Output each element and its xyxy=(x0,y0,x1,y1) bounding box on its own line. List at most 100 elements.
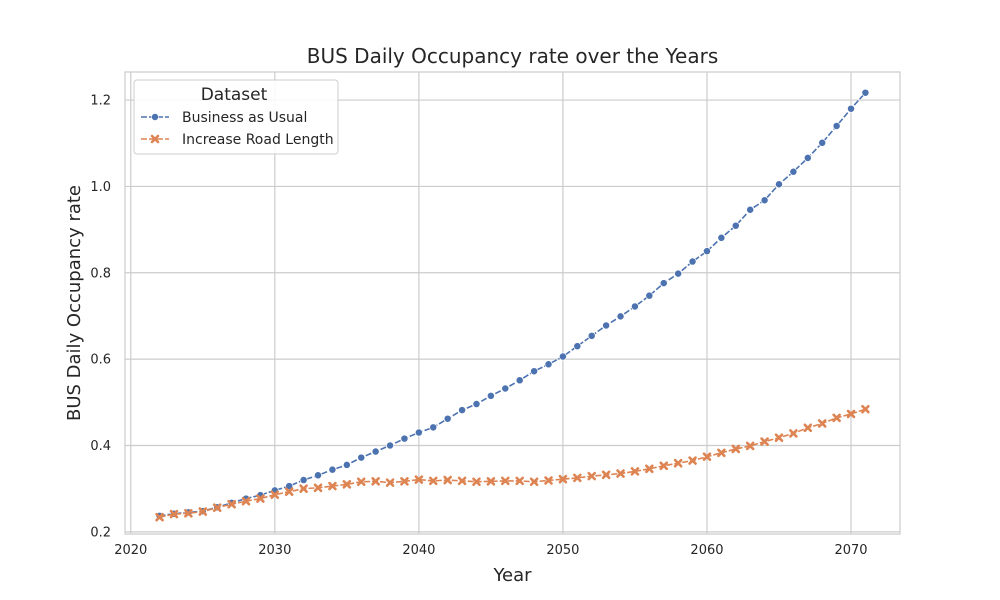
data-point-business-as-usual xyxy=(400,434,409,443)
data-point-increase-road-length xyxy=(529,477,539,487)
data-point-business-as-usual xyxy=(386,441,395,450)
data-point-business-as-usual xyxy=(832,122,841,130)
data-point-business-as-usual xyxy=(861,88,870,97)
data-point-business-as-usual xyxy=(414,428,423,437)
data-point-increase-road-length xyxy=(371,477,380,486)
data-point-increase-road-length xyxy=(443,475,452,485)
y-axis-label: BUS Daily Occupancy rate xyxy=(64,185,85,421)
data-point-increase-road-length xyxy=(169,509,179,519)
data-point-business-as-usual xyxy=(688,257,697,266)
data-point-business-as-usual xyxy=(818,138,827,147)
data-point-increase-road-length xyxy=(270,490,280,500)
y-tick-label: 1.0 xyxy=(90,180,111,195)
data-point-increase-road-length xyxy=(630,467,640,476)
series-layer xyxy=(155,88,870,522)
data-point-increase-road-length xyxy=(702,452,712,462)
data-point-business-as-usual xyxy=(602,321,611,330)
data-point-business-as-usual xyxy=(285,482,294,491)
data-point-business-as-usual xyxy=(760,196,769,205)
data-point-increase-road-length xyxy=(544,476,553,485)
data-point-business-as-usual xyxy=(789,167,798,176)
legend-item-business-as-usual: Business as Usual xyxy=(141,110,307,126)
series-line-increase-road-length xyxy=(159,408,866,518)
data-point-increase-road-length xyxy=(184,508,193,518)
data-point-business-as-usual xyxy=(703,247,711,256)
data-point-business-as-usual xyxy=(299,476,308,484)
data-point-increase-road-length xyxy=(457,476,467,486)
data-point-increase-road-length xyxy=(616,469,625,478)
y-tick-label: 0.4 xyxy=(90,439,111,454)
data-point-business-as-usual xyxy=(515,376,524,385)
data-point-increase-road-length xyxy=(486,477,496,486)
data-point-increase-road-length xyxy=(155,512,164,522)
data-point-increase-road-length xyxy=(500,476,510,486)
data-point-increase-road-length xyxy=(414,475,424,484)
data-point-business-as-usual xyxy=(342,460,351,469)
legend-box xyxy=(133,79,339,155)
data-point-increase-road-length xyxy=(587,471,597,481)
data-point-increase-road-length xyxy=(760,437,769,446)
plot-frame xyxy=(124,71,901,535)
data-point-business-as-usual xyxy=(731,221,740,230)
y-tick-label: 0.2 xyxy=(90,525,111,540)
data-point-increase-road-length xyxy=(515,476,525,486)
data-point-business-as-usual xyxy=(746,205,755,214)
data-point-increase-road-length xyxy=(356,477,366,487)
data-point-increase-road-length xyxy=(673,458,683,468)
data-point-increase-road-length xyxy=(256,494,265,503)
data-point-increase-road-length xyxy=(861,404,870,414)
y-tick-label: 0.8 xyxy=(90,266,111,281)
data-point-business-as-usual xyxy=(472,400,481,408)
legend-items: Business as Usual Increase Road Length xyxy=(141,110,334,148)
data-point-increase-road-length xyxy=(400,477,409,486)
data-point-increase-road-length xyxy=(284,487,294,496)
data-point-business-as-usual xyxy=(630,302,639,311)
data-point-business-as-usual xyxy=(573,342,582,351)
y-tick-label: 1.2 xyxy=(90,94,111,109)
legend-label: Business as Usual xyxy=(182,110,307,126)
x-tick-label: 2030 xyxy=(258,543,291,558)
data-point-business-as-usual xyxy=(587,331,596,340)
data-point-business-as-usual xyxy=(371,447,380,456)
data-point-increase-road-length xyxy=(832,413,841,423)
data-point-business-as-usual xyxy=(501,384,510,393)
data-point-business-as-usual xyxy=(314,471,322,480)
data-point-business-as-usual xyxy=(544,360,553,369)
legend-swatch-marker xyxy=(150,134,160,144)
y-axis-ticks: 0.2 0.4 0.6 0.8 1.0 1.2 xyxy=(90,94,111,541)
data-point-increase-road-length xyxy=(745,441,755,451)
data-point-business-as-usual xyxy=(486,391,495,400)
data-point-increase-road-length xyxy=(328,481,337,491)
data-point-business-as-usual xyxy=(458,406,467,415)
data-point-business-as-usual xyxy=(645,291,654,300)
x-axis-ticks: 2020 2030 2040 2050 2060 2070 xyxy=(114,543,867,558)
data-point-increase-road-length xyxy=(688,456,697,465)
grid xyxy=(125,72,900,534)
legend: Dataset Business as Usual Increase Road L… xyxy=(133,79,339,155)
data-point-increase-road-length xyxy=(846,409,856,419)
data-point-increase-road-length xyxy=(573,473,582,483)
data-point-increase-road-length xyxy=(817,419,827,428)
data-point-increase-road-length xyxy=(342,480,352,489)
legend-item-increase-road-length: Increase Road Length xyxy=(141,132,334,148)
data-point-increase-road-length xyxy=(717,448,726,458)
y-tick-label: 0.6 xyxy=(90,353,111,368)
data-point-increase-road-length xyxy=(227,499,236,509)
data-point-business-as-usual xyxy=(616,312,625,321)
data-point-business-as-usual xyxy=(357,453,366,462)
data-point-increase-road-length xyxy=(774,433,784,443)
x-tick-label: 2020 xyxy=(114,543,147,558)
data-point-increase-road-length xyxy=(659,461,669,471)
data-point-increase-road-length xyxy=(789,429,798,438)
x-tick-label: 2050 xyxy=(546,543,579,558)
data-point-increase-road-length xyxy=(299,484,308,493)
data-point-increase-road-length xyxy=(645,464,654,474)
data-point-business-as-usual xyxy=(530,367,539,376)
data-point-business-as-usual xyxy=(847,104,855,113)
data-point-increase-road-length xyxy=(428,476,438,486)
data-point-increase-road-length xyxy=(385,478,395,487)
data-point-business-as-usual xyxy=(717,233,726,242)
data-point-increase-road-length xyxy=(601,470,611,480)
chart-title: BUS Daily Occupancy rate over the Years xyxy=(307,44,718,68)
